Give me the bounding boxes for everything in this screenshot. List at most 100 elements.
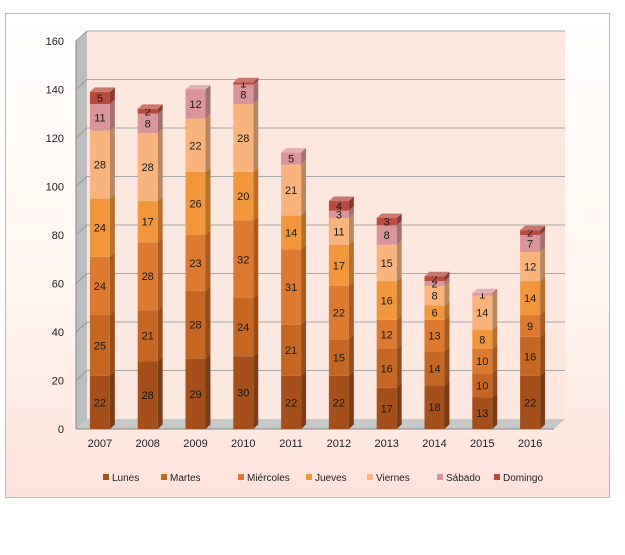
y-tick-label: 80 — [52, 230, 64, 242]
bar-segment-side — [109, 194, 115, 257]
data-label: 20 — [237, 191, 249, 203]
bar-segment-side — [348, 206, 354, 219]
data-label: 8 — [384, 230, 390, 242]
data-label: 2 — [431, 274, 437, 286]
bar-segment-side — [157, 128, 163, 202]
data-label: 17 — [333, 260, 345, 272]
y-tick-label: 120 — [46, 133, 64, 145]
data-label: 16 — [381, 363, 393, 375]
bar-segment — [376, 319, 397, 349]
data-label: 29 — [189, 389, 201, 401]
bar-segment-side — [109, 252, 115, 316]
bar-segment — [137, 201, 158, 243]
bar-top-face — [472, 288, 498, 294]
data-label: 21 — [142, 331, 154, 343]
bar-segment-side — [253, 77, 259, 85]
data-label: 28 — [189, 320, 201, 332]
bar-segment-side — [540, 225, 546, 235]
legend-label: Sábado — [446, 473, 481, 484]
data-label: 14 — [428, 363, 440, 375]
data-label: 16 — [381, 295, 393, 307]
bar-segment-side — [540, 247, 546, 282]
bar-segment-side — [348, 240, 354, 286]
data-label: 1 — [479, 289, 485, 301]
legend-label: Jueves — [315, 473, 347, 484]
bar-segment-side — [444, 380, 450, 429]
bar-segment — [281, 152, 302, 165]
bar-segment — [520, 251, 541, 282]
data-label: 24 — [94, 281, 106, 293]
data-label: 28 — [142, 162, 154, 174]
bar-segment — [520, 230, 541, 235]
bar-segment-side — [109, 371, 115, 429]
bar-segment — [520, 336, 541, 376]
data-label: 5 — [288, 154, 294, 166]
bar-segment-side — [396, 220, 402, 245]
bar-segment-side — [157, 104, 163, 114]
bar-segment-side — [396, 383, 402, 429]
y-tick-label: 40 — [52, 327, 64, 339]
bar-segment-side — [253, 215, 259, 299]
bar-segment-side — [205, 114, 211, 172]
data-label: 22 — [333, 308, 345, 320]
y-tick-label: 20 — [52, 376, 64, 388]
bar-segment-side — [157, 305, 163, 362]
bar-segment — [233, 220, 254, 299]
legend-swatch — [238, 474, 244, 480]
bar-segment — [424, 385, 445, 429]
bar-segment — [424, 285, 445, 306]
legend-label: Miércoles — [247, 473, 290, 484]
data-label: 28 — [142, 390, 154, 402]
data-label: 8 — [431, 291, 437, 303]
bar-segment — [185, 290, 206, 359]
data-label: 12 — [381, 329, 393, 341]
data-label: 21 — [285, 185, 297, 197]
data-label: 16 — [524, 351, 536, 363]
bar-segment — [89, 256, 110, 316]
data-label: 26 — [189, 198, 201, 210]
bar-segment — [424, 281, 445, 286]
data-label: 28 — [142, 271, 154, 283]
bar-segment-side — [109, 310, 115, 376]
gridline-depth — [75, 273, 88, 284]
data-label: 3 — [384, 217, 390, 229]
bar-segment — [328, 244, 349, 286]
bar-segment-side — [301, 211, 307, 250]
data-label: 22 — [285, 397, 297, 409]
data-label: 21 — [285, 345, 297, 357]
bar-segment-side — [109, 126, 115, 199]
bar-segment-side — [444, 271, 450, 282]
bar-top-face — [424, 271, 450, 277]
bar-segment — [281, 215, 302, 250]
data-label: 28 — [94, 160, 106, 172]
bar-segment — [472, 348, 493, 374]
bar-segment-side — [492, 344, 498, 374]
bar-segment — [520, 375, 541, 429]
x-tick-label: 2009 — [183, 438, 207, 450]
data-label: 2 — [527, 228, 533, 240]
legend-swatch — [367, 474, 373, 480]
data-label: 11 — [94, 112, 105, 124]
bar-segment-side — [396, 213, 402, 226]
bar-segment-side — [540, 310, 546, 337]
bar-segment — [137, 133, 158, 202]
gridline-depth — [75, 176, 88, 187]
legend-swatch — [161, 474, 167, 480]
bar-segment — [281, 249, 302, 325]
bar-segment — [137, 242, 158, 311]
bar-segment-side — [205, 286, 211, 359]
bar-segment — [281, 324, 302, 376]
bar-segment — [281, 375, 302, 429]
bar-top-face — [185, 85, 211, 90]
data-label: 2 — [431, 279, 437, 291]
data-label: 17 — [142, 217, 154, 229]
bar-top-face — [281, 148, 307, 153]
legend-label: Martes — [170, 473, 201, 484]
data-label: 18 — [428, 402, 440, 414]
bar-segment — [472, 293, 493, 296]
x-tick-label: 2014 — [422, 438, 446, 450]
bar-segment — [520, 315, 541, 337]
data-label: 25 — [94, 340, 106, 352]
data-label: 1 — [240, 78, 246, 90]
bar-segment-side — [444, 300, 450, 320]
